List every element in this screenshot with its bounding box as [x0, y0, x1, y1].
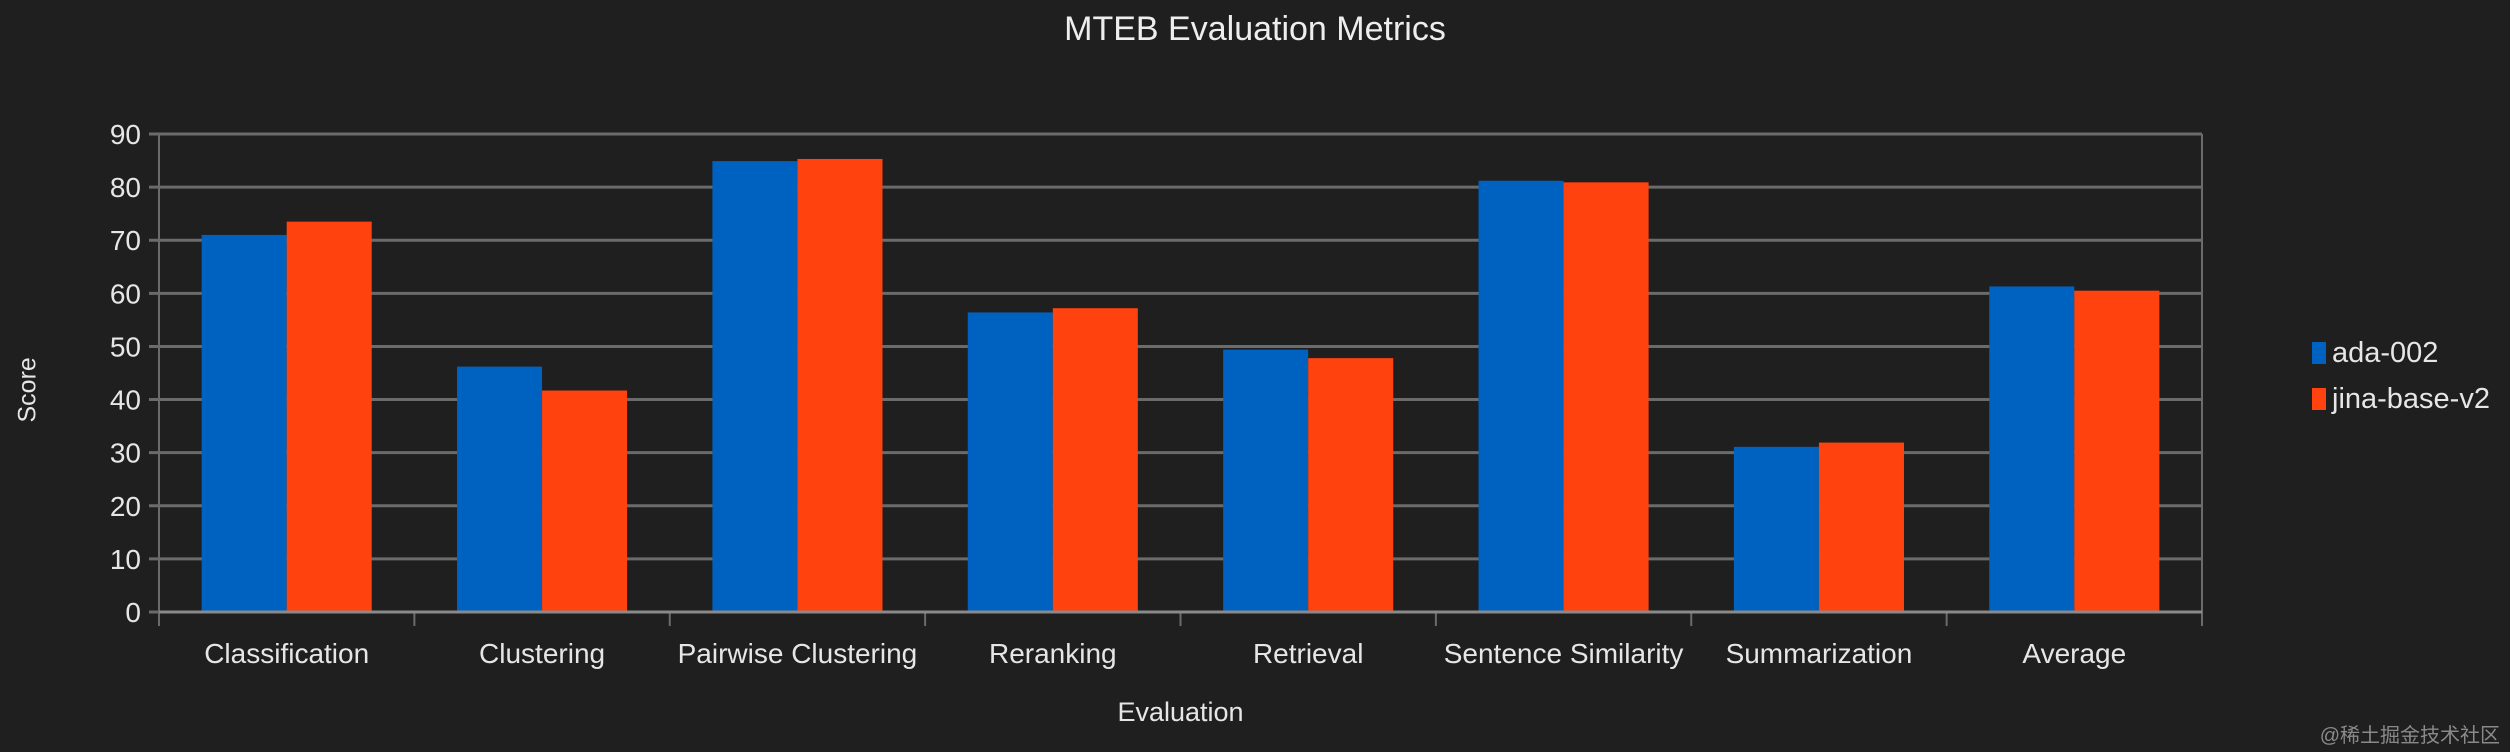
legend-item-jina-base-v2: jina-base-v2 — [2312, 376, 2490, 422]
y-tick-label: 30 — [110, 438, 141, 469]
bar-jina-base-v2 — [542, 390, 628, 612]
y-tick-label: 90 — [110, 119, 141, 150]
y-tick-label: 40 — [110, 385, 141, 416]
legend: ada-002 jina-base-v2 — [2312, 330, 2490, 422]
bar-ada-002 — [967, 312, 1053, 612]
y-tick-label: 20 — [110, 491, 141, 522]
bar-jina-base-v2 — [1563, 182, 1649, 612]
legend-swatch — [2312, 342, 2326, 364]
y-axis-title: Score — [13, 357, 42, 423]
bar-jina-base-v2 — [2074, 290, 2160, 612]
legend-item-ada-002: ada-002 — [2312, 330, 2490, 376]
x-tick-label: Average — [2022, 638, 2126, 669]
bar-jina-base-v2 — [286, 221, 372, 612]
legend-label: ada-002 — [2332, 336, 2439, 369]
legend-swatch — [2312, 388, 2326, 410]
x-tick-label: Reranking — [989, 638, 1117, 669]
x-tick-label: Pairwise Clustering — [678, 638, 918, 669]
y-tick-label: 0 — [125, 597, 141, 628]
y-tick-label: 60 — [110, 278, 141, 309]
bar-ada-002 — [201, 234, 287, 612]
bar-ada-002 — [1733, 446, 1819, 612]
bar-ada-002 — [457, 366, 543, 612]
x-tick-label: Retrieval — [1253, 638, 1363, 669]
legend-label: jina-base-v2 — [2332, 382, 2490, 415]
bar-jina-base-v2 — [797, 158, 883, 612]
bar-jina-base-v2 — [1052, 308, 1138, 612]
x-tick-label: Clustering — [479, 638, 605, 669]
bar-ada-002 — [712, 161, 798, 612]
x-tick-label: Summarization — [1726, 638, 1913, 669]
y-tick-label: 80 — [110, 172, 141, 203]
bar-ada-002 — [1223, 349, 1309, 612]
chart-title: MTEB Evaluation Metrics — [1064, 10, 1446, 48]
bar-ada-002 — [1989, 286, 2075, 612]
bar-jina-base-v2 — [1818, 442, 1904, 612]
bar-ada-002 — [1478, 180, 1564, 612]
watermark: @稀土掘金技术社区 — [2319, 725, 2500, 747]
y-tick-label: 10 — [110, 544, 141, 575]
y-tick-label: 50 — [110, 331, 141, 362]
x-axis-title: Evaluation — [1117, 697, 1244, 727]
x-tick-label: Sentence Similarity — [1444, 638, 1684, 669]
bar-jina-base-v2 — [1308, 358, 1394, 612]
x-tick-label: Classification — [204, 638, 369, 669]
y-tick-label: 70 — [110, 225, 141, 256]
